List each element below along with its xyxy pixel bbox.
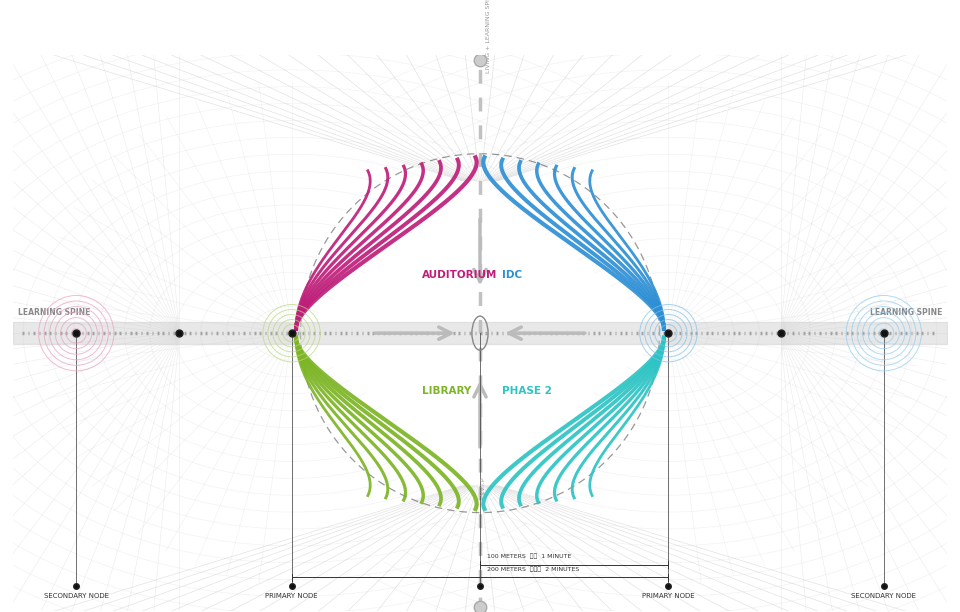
Text: SECONDARY NODE: SECONDARY NODE bbox=[44, 594, 108, 599]
Text: PRIMARY NODE: PRIMARY NODE bbox=[265, 594, 318, 599]
Text: LIVING + LEARNING SPINE: LIVING + LEARNING SPINE bbox=[487, 0, 492, 73]
Text: AUDITORIUM: AUDITORIUM bbox=[421, 270, 497, 280]
Text: LEARNING SPINE: LEARNING SPINE bbox=[18, 308, 90, 317]
Text: LIBRARY: LIBRARY bbox=[421, 387, 471, 397]
Text: PHASE 2: PHASE 2 bbox=[502, 387, 552, 397]
Text: SECONDARY NODE: SECONDARY NODE bbox=[852, 594, 916, 599]
Text: IDC: IDC bbox=[502, 270, 522, 280]
Text: 100 METERS  ⧖⧖  1 MINUTE: 100 METERS ⧖⧖ 1 MINUTE bbox=[487, 554, 571, 559]
Text: PRIMARY NODE: PRIMARY NODE bbox=[642, 594, 695, 599]
Text: 200 METERS  ⧖⧖⧖  2 MINUTES: 200 METERS ⧖⧖⧖ 2 MINUTES bbox=[487, 566, 580, 572]
Text: V.V.I.P: V.V.I.P bbox=[481, 476, 487, 494]
Text: LEARNING SPINE: LEARNING SPINE bbox=[870, 308, 942, 317]
